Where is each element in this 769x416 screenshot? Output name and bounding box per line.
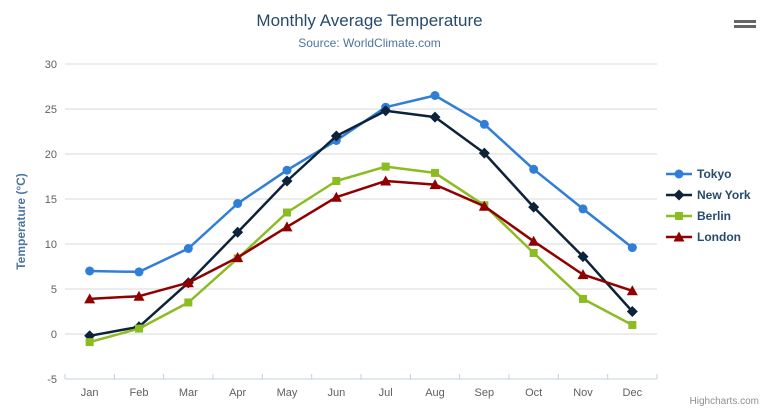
data-point[interactable] — [184, 298, 193, 307]
data-point[interactable] — [528, 235, 540, 246]
data-point[interactable] — [478, 200, 490, 211]
data-point[interactable] — [232, 252, 244, 262]
data-point[interactable] — [577, 251, 589, 263]
y-axis-tick-label: 0 — [51, 329, 57, 341]
data-point[interactable] — [430, 91, 440, 100]
chart-title: Monthly Average Temperature — [256, 11, 483, 30]
series-line-tokyo — [88, 94, 634, 274]
series-line-london — [88, 179, 634, 301]
data-point[interactable] — [135, 324, 143, 333]
legend-marker — [674, 169, 684, 178]
data-point[interactable] — [281, 221, 293, 232]
data-point[interactable] — [529, 249, 538, 257]
legend-label-new-york: New York — [697, 187, 751, 202]
y-axis-tick-label: 30 — [45, 59, 57, 71]
legend-item-new-york[interactable]: New York — [666, 184, 751, 205]
export-menu-button[interactable] — [731, 14, 759, 36]
legend-marker — [673, 231, 685, 241]
y-axis-tick-label: 5 — [51, 284, 57, 296]
series-new-york — [84, 105, 638, 342]
series-london — [84, 175, 638, 304]
data-point[interactable] — [283, 208, 291, 217]
data-point[interactable] — [281, 175, 293, 187]
x-axis-label: Feb — [130, 387, 149, 399]
data-point[interactable] — [431, 168, 439, 177]
data-point[interactable] — [332, 177, 341, 185]
data-point[interactable] — [134, 267, 144, 277]
x-axis-label: Oct — [525, 387, 542, 399]
series-line-new-york — [88, 109, 634, 338]
credits-link[interactable]: Highcharts.com — [689, 396, 759, 407]
hamburger-icon — [734, 20, 756, 28]
data-point[interactable] — [84, 293, 96, 304]
x-axis-label: May — [277, 387, 298, 399]
data-point[interactable] — [232, 226, 244, 238]
data-point[interactable] — [529, 164, 539, 174]
legend-item-london[interactable]: London — [666, 226, 751, 247]
data-point[interactable] — [579, 294, 587, 303]
legend-marker — [675, 211, 683, 220]
y-axis-tick-label: 25 — [45, 104, 57, 116]
y-axis-tick-label: 15 — [45, 194, 57, 206]
series-tokyo — [85, 91, 637, 277]
data-point[interactable] — [85, 338, 94, 347]
x-axis-label: Sep — [475, 387, 495, 399]
data-point[interactable] — [628, 321, 637, 329]
legend-item-tokyo[interactable]: Tokyo — [666, 163, 751, 184]
y-axis-title: Temperature (°C) — [14, 173, 28, 270]
data-point[interactable] — [381, 162, 390, 171]
data-point[interactable] — [627, 243, 637, 253]
y-axis-tick-label: -5 — [47, 374, 57, 386]
x-axis-label: Mar — [179, 387, 198, 399]
data-point[interactable] — [182, 277, 194, 288]
x-axis-label: Jul — [379, 387, 393, 399]
legend-symbol-diamond-icon — [666, 188, 692, 202]
data-point[interactable] — [429, 179, 441, 190]
data-point[interactable] — [330, 191, 342, 202]
data-point[interactable] — [85, 266, 95, 276]
x-axis-label: Jun — [327, 387, 345, 399]
legend-label-tokyo: Tokyo — [697, 166, 732, 181]
legend-symbol-square-icon — [666, 209, 692, 223]
legend-symbol-circle-icon — [666, 167, 692, 181]
x-axis-label: Jan — [81, 387, 99, 399]
x-axis-label: Nov — [573, 387, 593, 399]
data-point[interactable] — [380, 105, 392, 117]
data-point[interactable] — [478, 147, 490, 159]
data-point[interactable] — [429, 111, 441, 123]
data-point[interactable] — [282, 165, 292, 175]
data-point[interactable] — [183, 244, 193, 253]
legend-item-berlin[interactable]: Berlin — [666, 205, 751, 226]
legend-marker — [673, 189, 685, 200]
data-point[interactable] — [626, 306, 638, 317]
y-axis-tick-label: 10 — [45, 239, 57, 251]
legend-symbol-triangle-icon — [666, 230, 692, 244]
data-point[interactable] — [578, 204, 588, 214]
chart-subtitle: Source: WorldClimate.com — [298, 36, 441, 50]
x-axis-label: Dec — [623, 387, 643, 399]
data-point[interactable] — [330, 130, 342, 142]
legend: Tokyo New York Berlin London — [666, 163, 751, 247]
data-point[interactable] — [380, 175, 392, 186]
legend-label-london: London — [697, 229, 741, 244]
legend-label-berlin: Berlin — [697, 208, 732, 223]
data-point[interactable] — [233, 199, 243, 208]
y-axis-tick-label: 20 — [45, 149, 57, 161]
data-point[interactable] — [528, 201, 540, 213]
data-point[interactable] — [479, 119, 489, 129]
x-axis-label: Aug — [425, 387, 445, 399]
data-point[interactable] — [626, 285, 638, 296]
series-line-berlin — [88, 165, 634, 344]
data-point[interactable] — [133, 290, 145, 301]
x-axis-label: Apr — [229, 387, 246, 399]
data-point[interactable] — [577, 269, 589, 280]
